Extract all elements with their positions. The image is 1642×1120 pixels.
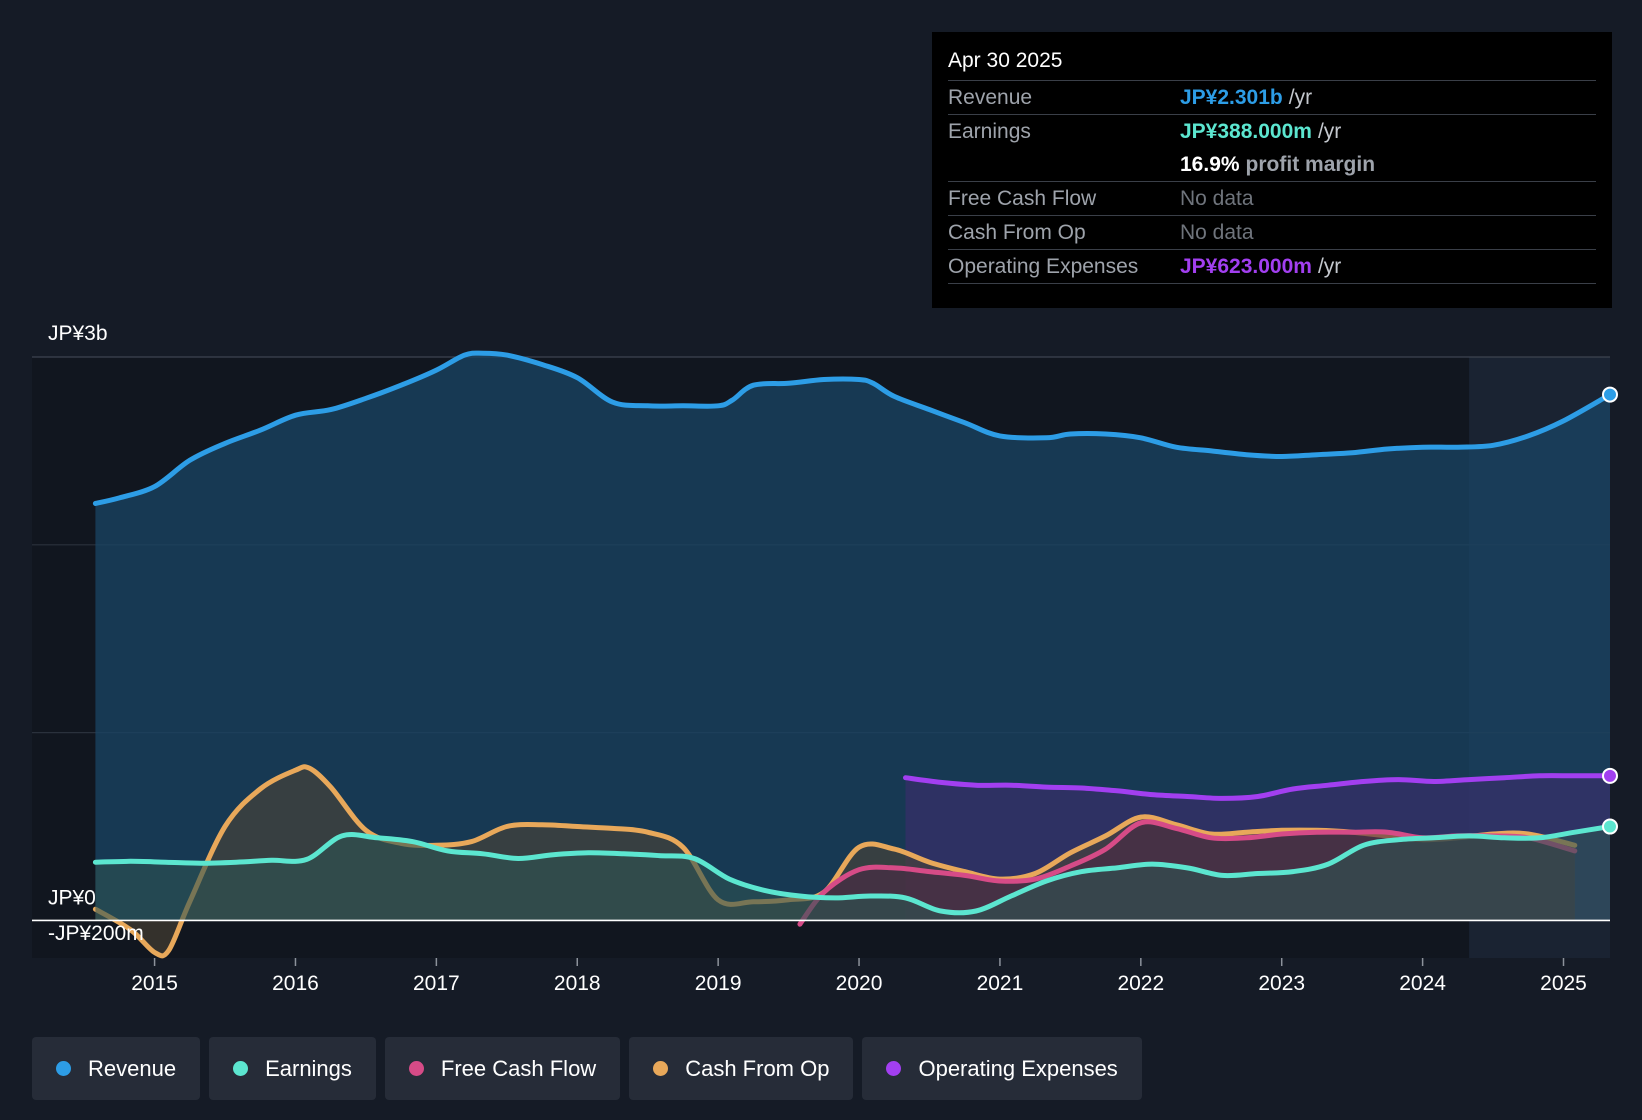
- series-end-dots: [1602, 386, 1618, 835]
- revenue-area: [95, 353, 1610, 921]
- legend-label: Revenue: [88, 1055, 177, 1081]
- tooltip-label: Revenue: [948, 86, 1033, 109]
- legend: Revenue Earnings Free Cash Flow Cash Fro…: [32, 1037, 1151, 1100]
- tooltip-unit: /yr: [1317, 255, 1342, 278]
- earnings-end-dot: [1602, 818, 1618, 835]
- operating-expenses-end-dot: [1602, 767, 1618, 784]
- tooltip-label: Free Cash Flow: [948, 187, 1097, 210]
- series-layer: [32, 350, 1613, 959]
- tooltip-label: Operating Expenses: [948, 255, 1139, 278]
- y-axis-top-label: JP¥3b: [48, 322, 108, 345]
- x-tick-label: 2023: [1258, 972, 1305, 995]
- legend-label: Free Cash Flow: [440, 1055, 597, 1081]
- profit-margin-value: 16.9%: [1180, 153, 1240, 176]
- earnings-line: [92, 824, 1613, 916]
- x-tick-label: 2015: [131, 972, 178, 995]
- x-axis-ticks: 2015 2016 2017 2018 2019 2020 2021 2022 2023 2024…: [131, 958, 1587, 995]
- y-axis-zero-label: JP¥0: [48, 886, 96, 909]
- tooltip-row-margin: 16.9% profit margin: [948, 148, 1596, 182]
- legend-label: Operating Expenses: [918, 1055, 1118, 1081]
- tooltip-value: No data: [1180, 221, 1254, 244]
- x-tick-label: 2016: [272, 972, 319, 995]
- tooltip-panel: Apr 30 2025 Revenue JP¥2.301b/yr Earning…: [932, 32, 1612, 308]
- x-tick-label: 2019: [695, 972, 742, 995]
- tooltip-label: Cash From Op: [948, 221, 1086, 244]
- legend-dot-icon: [408, 1061, 424, 1076]
- tooltip-label: Earnings: [948, 120, 1031, 143]
- legend-item-free-cash-flow[interactable]: Free Cash Flow: [384, 1037, 621, 1100]
- y-axis-bottom-label: -JP¥200m: [48, 922, 144, 945]
- tooltip-unit: /yr: [1288, 86, 1313, 109]
- x-tick-label: 2017: [413, 972, 460, 995]
- tooltip-row-cfo: Cash From Op No data: [948, 216, 1596, 250]
- tooltip-row-revenue: Revenue JP¥2.301b/yr: [948, 81, 1596, 115]
- legend-item-revenue[interactable]: Revenue: [32, 1037, 201, 1100]
- legend-item-cash-from-op[interactable]: Cash From Op: [629, 1037, 854, 1100]
- axis-layer: JP¥3b JP¥0 -JP¥200m: [48, 322, 144, 945]
- tooltip-value: No data: [1180, 187, 1254, 210]
- legend-dot-icon: [56, 1061, 71, 1076]
- x-tick-label: 2022: [1117, 972, 1164, 995]
- x-tick-label: 2024: [1399, 972, 1446, 995]
- earnings-area: [95, 826, 1610, 921]
- tooltip-date: Apr 30 2025: [948, 46, 1596, 81]
- x-tick-label: 2025: [1540, 972, 1587, 995]
- tooltip-row-fcf: Free Cash Flow No data: [948, 182, 1596, 216]
- operating-expenses-line: [903, 773, 1613, 801]
- revenue-end-dot: [1602, 386, 1618, 403]
- x-tick-label: 2020: [836, 972, 883, 995]
- legend-dot-icon: [886, 1061, 902, 1076]
- legend-dot-icon: [233, 1061, 249, 1076]
- profit-margin-text: profit margin: [1245, 153, 1376, 176]
- tooltip-value: JP¥623.000m: [1180, 255, 1312, 278]
- legend-label: Earnings: [265, 1055, 352, 1081]
- legend-item-operating-expenses[interactable]: Operating Expenses: [862, 1037, 1142, 1100]
- tooltip-unit: /yr: [1317, 120, 1342, 143]
- x-tick-label: 2021: [977, 972, 1024, 995]
- tooltip-row-opex: Operating Expenses JP¥623.000m/yr: [948, 250, 1596, 284]
- tooltip-value: JP¥388.000m: [1180, 120, 1312, 143]
- tooltip-value: JP¥2.301b: [1180, 86, 1283, 109]
- tooltip-row-earnings: Earnings JP¥388.000m/yr: [948, 115, 1596, 148]
- revenue-line: [92, 350, 1613, 506]
- legend-item-earnings[interactable]: Earnings: [209, 1037, 376, 1100]
- legend-dot-icon: [653, 1061, 669, 1076]
- legend-label: Cash From Op: [685, 1055, 830, 1081]
- x-tick-label: 2018: [554, 972, 601, 995]
